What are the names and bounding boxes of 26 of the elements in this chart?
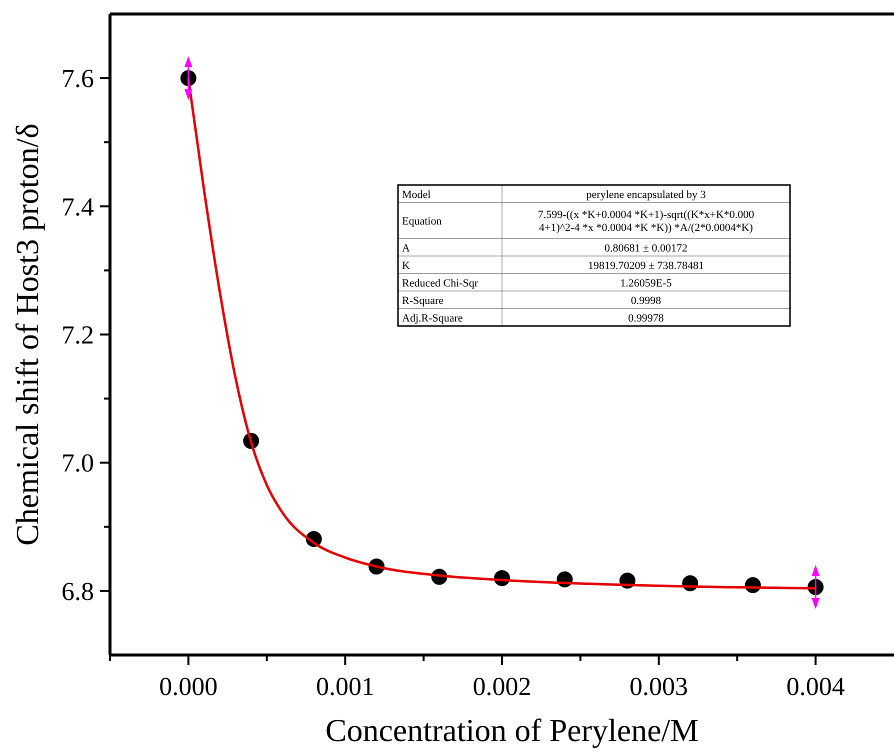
annotation: 0.80681 ± 0.00172 (604, 242, 688, 254)
x-tick-label: 0.003 (630, 672, 688, 701)
y-tick-label: 7.0 (62, 448, 94, 478)
annotation: Equation (402, 216, 442, 228)
annotation: K (402, 260, 410, 272)
annotation: Adj.R-Square (402, 312, 463, 324)
annotation: 19819.70209 ± 738.78481 (588, 260, 704, 272)
x-tick-label: 0.000 (159, 672, 218, 701)
y-tick-label: 7.6 (62, 64, 94, 94)
x-tick-label: 0.001 (316, 672, 374, 701)
annotation: 0.9998 (630, 294, 662, 307)
annotation: 7.599-((x *K+0.0004 *K+1)-sqrt((K*x+K*0.0004+1)^2-4 *x *0.0004 *K *K)) *A/(2*0.0004*K) (538, 209, 755, 234)
annotation: R-Square (402, 294, 444, 307)
annotation: 1.26059E-5 (620, 277, 672, 290)
y-tick-label: 7.4 (62, 192, 94, 222)
y-tick-label: 7.2 (62, 320, 94, 350)
annotation: perylene encapsulated by 3 (586, 188, 706, 201)
annotation: Model (402, 188, 431, 201)
x-tick-label: 0.002 (472, 672, 532, 701)
y-tick-label: 6.8 (62, 576, 94, 606)
annotation: Reduced Chi-Sqr (402, 277, 478, 290)
annotation: 0.99978 (628, 312, 664, 324)
annotation: A (402, 242, 410, 254)
x-axis-title: Concentration of Perylene/M (325, 712, 699, 748)
y-axis-title: Chemical shift of Host3 proton/δ (9, 123, 45, 546)
x-tick-label: 0.004 (786, 672, 845, 701)
